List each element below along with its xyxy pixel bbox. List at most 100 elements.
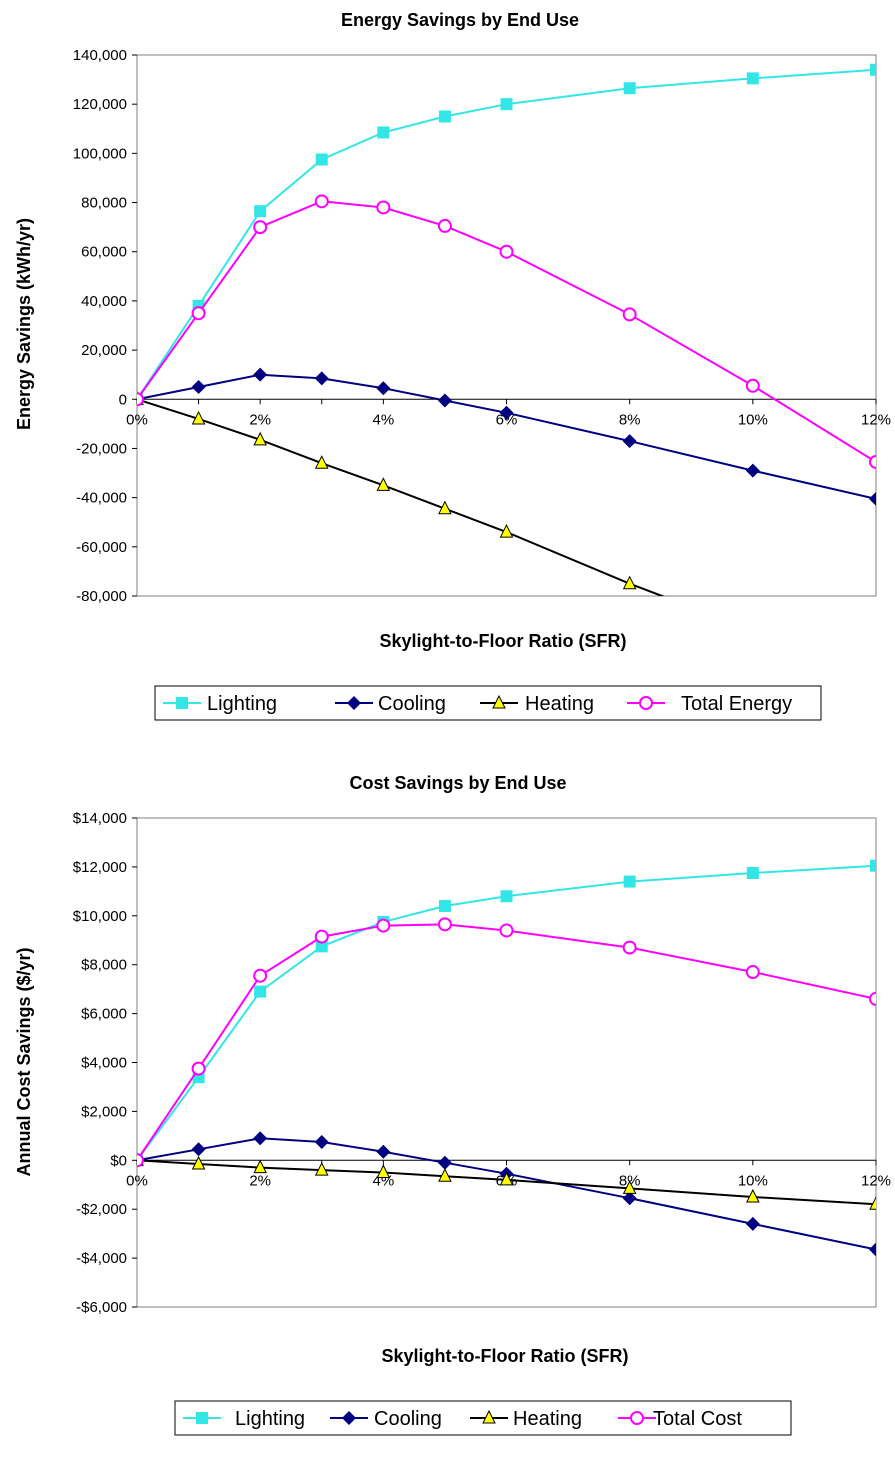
cost-y-axis-title: Annual Cost Savings ($/yr): [14, 947, 34, 1176]
lighting-point: [377, 126, 390, 139]
heating-point: [499, 1171, 514, 1186]
total-energy-point: [314, 194, 329, 209]
legend-marker-square: [196, 1412, 208, 1424]
cooling-point: [191, 379, 206, 394]
cost-chart: Cost Savings by End Use $14,000$12,000$1…: [14, 773, 891, 1436]
energy-series: [137, 63, 882, 682]
heating-point: [746, 1188, 760, 1203]
cooling-point: [191, 1142, 206, 1157]
lighting-point: [870, 63, 876, 76]
energy-chart-title: Energy Savings by End Use: [341, 10, 579, 30]
legend-label-total-energy: Total Energy: [681, 693, 792, 715]
y-tick-label: $10,000: [73, 908, 127, 925]
x-tick-label: 10%: [738, 1172, 768, 1189]
heating-point: [622, 575, 637, 590]
y-tick-label: -80,000: [76, 588, 127, 605]
total-energy-point: [499, 244, 514, 259]
total-cost-point: [437, 917, 452, 932]
heating-point: [747, 623, 759, 635]
energy-x-tick-labels: 0%2%4%6%8%10%12%: [126, 411, 891, 428]
cooling-point: [499, 405, 514, 420]
y-tick-label: -20,000: [76, 440, 127, 457]
energy-chart: Energy Savings by End Use 140,000 120,000…: [14, 10, 891, 721]
heating-point: [191, 410, 206, 425]
total-energy-point: [191, 306, 206, 321]
cost-x-axis-title: Skylight-to-Floor Ratio (SFR): [382, 1346, 629, 1366]
lighting-point: [623, 82, 636, 95]
y-tick-label: $8,000: [81, 957, 127, 974]
x-tick-label: 0%: [126, 1172, 148, 1189]
total-energy-point: [437, 218, 452, 233]
lighting-point: [438, 110, 451, 123]
y-tick-label: $14,000: [73, 810, 127, 827]
y-tick-label: $6,000: [81, 1006, 127, 1023]
heating-point: [869, 1196, 876, 1210]
lighting-point: [746, 72, 759, 85]
legend-label-heating: Heating: [525, 693, 594, 715]
total-energy-point: [137, 392, 144, 407]
total-energy-point: [253, 220, 268, 235]
lighting-point: [254, 205, 267, 218]
x-tick-label: 8%: [619, 411, 641, 428]
lighting-point: [315, 153, 328, 166]
cost-series: [137, 859, 876, 1257]
y-tick-label: -40,000: [76, 490, 127, 507]
cooling-point: [869, 1242, 876, 1257]
legend-marker-diamond: [342, 1411, 356, 1425]
y-tick-label: 60,000: [81, 244, 127, 261]
energy-y-axis-title: Energy Savings (kWh/yr): [14, 218, 34, 430]
cost-legend-item-cooling: Cooling: [330, 1408, 442, 1430]
legend-label-lighting: Lighting: [235, 1408, 305, 1430]
y-tick-label: 80,000: [81, 195, 127, 212]
lighting-point: [746, 867, 759, 880]
lighting-point: [254, 985, 267, 998]
energy-legend-item-heating: Heating: [480, 693, 594, 715]
energy-y-tick-labels: 140,000 120,000 100,000 80,000 60,000 40,000 2…: [73, 47, 137, 605]
x-tick-label: 12%: [861, 411, 891, 428]
energy-legend-item-total: Total Energy: [627, 693, 792, 715]
legend-marker-circle: [630, 1411, 644, 1425]
heating-point: [253, 431, 267, 446]
heating-point: [253, 1159, 267, 1174]
energy-legend-item-lighting: Lighting: [163, 693, 277, 715]
lighting-point: [500, 98, 513, 111]
energy-legend-item-cooling: Cooling: [335, 693, 446, 715]
heating-point: [314, 455, 329, 469]
heating-point: [622, 1180, 637, 1194]
legend-marker-triangle: [482, 1409, 496, 1424]
x-tick-label: 10%: [738, 411, 768, 428]
legend-label-lighting: Lighting: [207, 693, 277, 715]
total-energy-point: [869, 454, 876, 469]
total-energy-point: [622, 307, 637, 322]
legend-marker-circle: [639, 696, 653, 710]
x-tick-label: 2%: [249, 1172, 271, 1189]
heating-point: [870, 670, 882, 682]
cooling-point: [437, 393, 452, 408]
total-cost-point: [253, 968, 268, 983]
lighting-point: [315, 940, 328, 953]
legend-label-total-cost: Total Cost: [653, 1408, 742, 1430]
heating-line: [137, 1159, 876, 1206]
heating-point: [191, 1155, 206, 1170]
lighting-point: [870, 859, 876, 872]
total-energy-line: [137, 200, 876, 463]
y-tick-label: 100,000: [73, 145, 127, 162]
total-cost-point: [376, 918, 391, 933]
lighting-line: [137, 68, 876, 400]
cost-legend: Lighting Cooling Heating Total Cost: [174, 1400, 792, 1436]
cooling-line: [137, 373, 876, 500]
total-cost-line: [137, 923, 876, 1161]
y-tick-label: 120,000: [73, 96, 127, 113]
total-cost-point: [191, 1061, 206, 1076]
energy-plot-area: [136, 54, 877, 597]
lighting-point: [438, 900, 451, 913]
cooling-point: [622, 1191, 637, 1206]
total-cost-point: [499, 923, 514, 938]
cost-y-tick-labels: $14,000 $12,000 $10,000 $8,000 $6,000 $4,000 $…: [73, 810, 137, 1316]
y-tick-label: $12,000: [73, 859, 127, 876]
heating-point: [314, 1161, 329, 1176]
cooling-point: [745, 1216, 760, 1231]
cost-legend-item-total: Total Cost: [618, 1408, 742, 1430]
y-tick-label: -$2,000: [76, 1201, 127, 1218]
